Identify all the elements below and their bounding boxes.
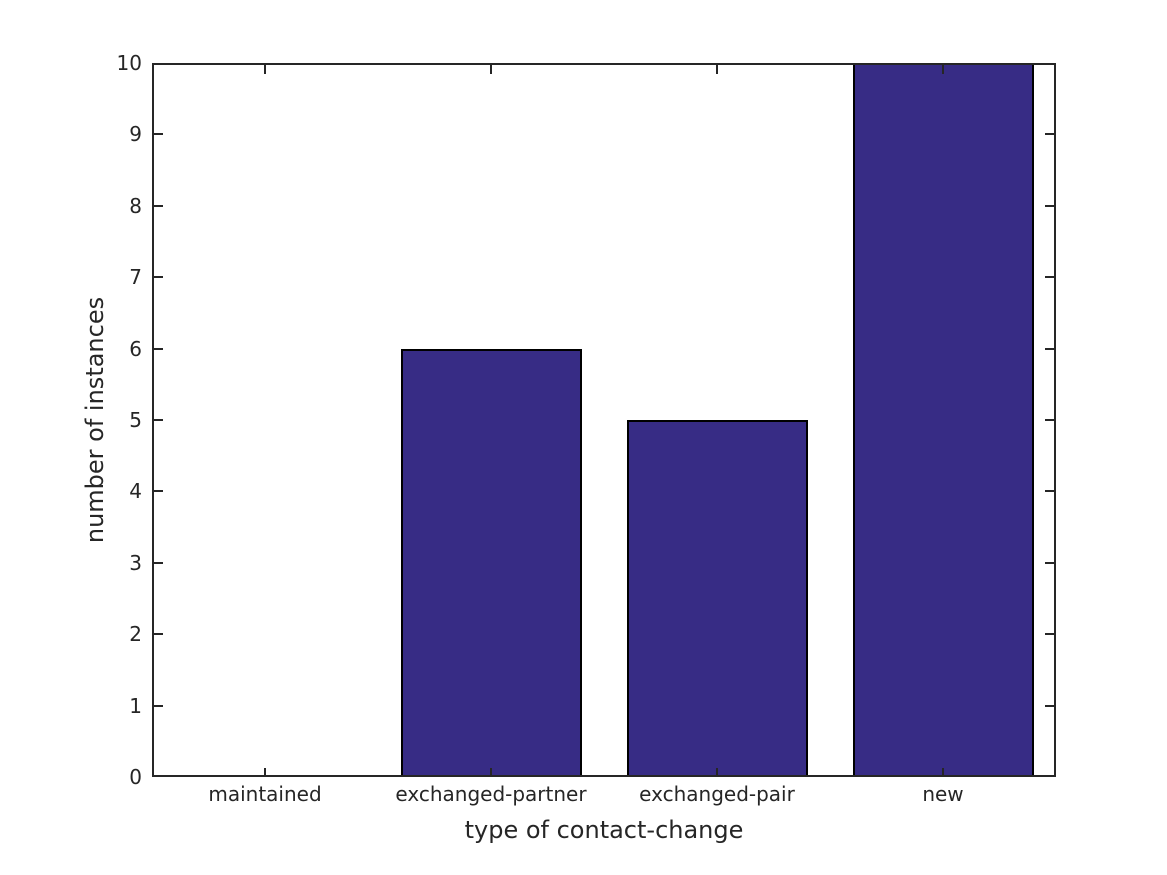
y-tick-label-5: 5 [129,408,142,432]
x-tick-top-exchanged-pair [716,65,718,74]
y-tick-right-9 [1045,133,1054,135]
y-tick-2 [154,633,163,635]
y-tick-right-8 [1045,205,1054,207]
y-tick-label-6: 6 [129,337,142,361]
y-tick-right-4 [1045,490,1054,492]
y-tick-0 [154,775,163,777]
y-tick-right-10 [1045,63,1054,65]
y-tick-right-3 [1045,562,1054,564]
x-tick-label-exchanged-partner: exchanged-partner [395,782,587,806]
x-tick-exchanged-partner [490,768,492,777]
y-tick-1 [154,705,163,707]
y-tick-label-10: 10 [116,51,142,75]
x-tick-maintained [264,768,266,777]
x-tick-label-new: new [922,782,964,806]
x-tick-exchanged-pair [716,768,718,777]
y-tick-10 [154,63,163,65]
x-tick-top-maintained [264,65,266,74]
y-tick-4 [154,490,163,492]
y-tick-label-4: 4 [129,479,142,503]
y-tick-label-2: 2 [129,622,142,646]
y-tick-label-9: 9 [129,122,142,146]
y-axis-label: number of instances [81,296,109,544]
y-tick-7 [154,276,163,278]
bar-new [853,63,1034,777]
bar-exchanged-pair [627,420,808,777]
y-tick-label-1: 1 [129,694,142,718]
x-tick-label-maintained: maintained [208,782,322,806]
x-tick-new [942,768,944,777]
y-tick-right-1 [1045,705,1054,707]
bar-exchanged-partner [401,349,582,777]
y-tick-3 [154,562,163,564]
x-tick-label-exchanged-pair: exchanged-pair [639,782,795,806]
x-axis-label: type of contact-change [464,816,744,844]
y-tick-6 [154,348,163,350]
y-tick-5 [154,419,163,421]
x-tick-top-exchanged-partner [490,65,492,74]
y-tick-8 [154,205,163,207]
x-tick-top-new [942,65,944,74]
y-tick-9 [154,133,163,135]
y-tick-right-2 [1045,633,1054,635]
y-tick-right-6 [1045,348,1054,350]
y-tick-right-7 [1045,276,1054,278]
y-tick-label-8: 8 [129,194,142,218]
y-tick-right-0 [1045,775,1054,777]
y-tick-label-0: 0 [129,765,142,789]
y-tick-right-5 [1045,419,1054,421]
y-tick-label-7: 7 [129,265,142,289]
y-tick-label-3: 3 [129,551,142,575]
